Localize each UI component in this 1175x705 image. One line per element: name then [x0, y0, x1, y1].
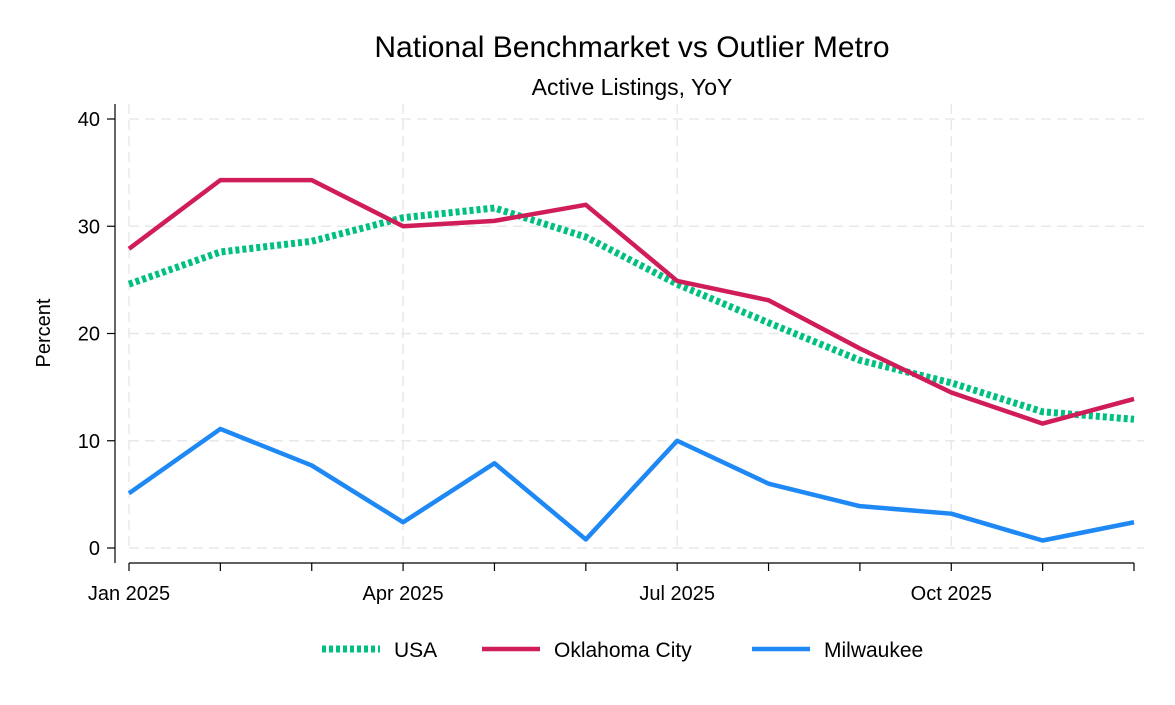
y-tick-label: 40	[78, 109, 100, 131]
series-line-oklahoma-city	[127, 177, 1135, 426]
y-tick-label: 10	[78, 431, 100, 453]
x-tick-label: Apr 2025	[363, 583, 444, 605]
legend-label: USA	[394, 639, 437, 662]
y-tick-label: 20	[78, 324, 100, 346]
x-tick-label: Oct 2025	[911, 583, 992, 605]
series-line-usa	[127, 204, 1135, 423]
axes: 0 10 20 30 40 Jan 2025 Apr 2025 Jul 2025 Oct 202…	[78, 104, 1135, 605]
chart-subtitle: Active Listings, YoY	[532, 74, 733, 100]
legend-label: Oklahoma City	[554, 639, 692, 662]
x-tick-label: Jan 2025	[88, 583, 170, 605]
legend: USA Oklahoma City Milwaukee	[322, 639, 923, 662]
chart-title: National Benchmarket vs Outlier Metro	[374, 31, 889, 64]
y-tick-label: 0	[89, 538, 100, 560]
grid	[128, 104, 1144, 549]
y-axis-label: Percent	[33, 298, 55, 367]
x-tick-label: Jul 2025	[639, 583, 715, 605]
series-line-milwaukee	[127, 426, 1135, 543]
series-lines	[127, 177, 1135, 543]
y-tick-label: 30	[78, 216, 100, 238]
legend-label: Milwaukee	[824, 639, 923, 662]
